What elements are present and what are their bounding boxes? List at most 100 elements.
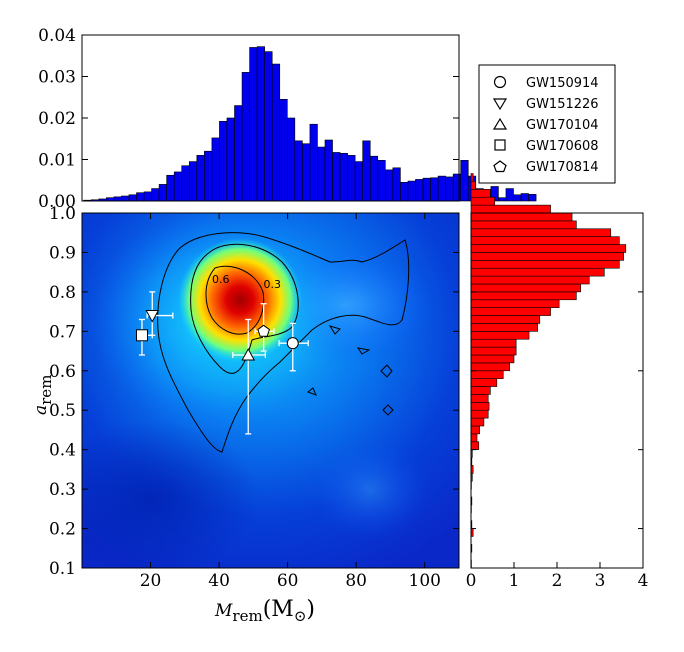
heatmap-x-tick-label: 20: [140, 571, 162, 591]
top-hist-bar: [408, 181, 416, 201]
heatmap-y-tick-label: 0.9: [49, 243, 76, 263]
top-hist-bar: [302, 144, 310, 201]
right-hist-bar: [471, 410, 488, 418]
right-hist-bar: [471, 387, 490, 395]
right-hist-bar: [471, 434, 477, 442]
legend-label: GW170814: [526, 160, 599, 175]
top-hist-bar: [378, 160, 386, 201]
right-hist-bar: [471, 418, 484, 426]
top-hist-bar: [521, 194, 529, 201]
right-hist-bar: [471, 355, 514, 363]
right-hist-bar: [471, 442, 479, 450]
right-hist-bar: [471, 426, 480, 434]
top-hist-bar: [159, 184, 167, 201]
right-hist-bar: [471, 229, 611, 237]
top-hist-bar: [446, 177, 454, 201]
top-hist-bar: [204, 151, 212, 201]
contour-label: 0.3: [263, 278, 281, 291]
right-hist-bar: [471, 213, 572, 221]
top-hist-bar: [317, 147, 325, 201]
top-hist-bar: [385, 170, 393, 201]
right-hist-bar: [471, 245, 626, 253]
x-label-main: M: [214, 601, 233, 621]
right-hist-bar: [471, 323, 538, 331]
x-label-unit-close: ): [306, 597, 315, 622]
top-hist-bar: [280, 99, 288, 201]
top-hist-bar: [242, 72, 250, 201]
top-hist-bar: [348, 155, 356, 201]
y-label-sub: rem: [37, 375, 55, 405]
top-hist-bar: [121, 196, 129, 201]
top-hist-bar: [461, 160, 469, 201]
top-hist-bar: [400, 182, 408, 201]
top-hist-bar: [257, 47, 265, 201]
heatmap-x-tick-label: 40: [208, 571, 230, 591]
top-hist-bar: [129, 195, 137, 201]
top-hist-bar: [219, 121, 227, 201]
right-hist-bar: [471, 379, 497, 387]
x-label-unit-open: (M: [263, 597, 294, 622]
top-hist-y-tick-label: 0.03: [38, 68, 76, 88]
top-hist-bar: [423, 178, 431, 201]
circle-marker-icon: [495, 77, 506, 88]
y-label-main: a: [31, 405, 51, 415]
right-hist-bar: [471, 402, 489, 410]
right-hist-bar: [471, 292, 576, 300]
top-hist-bar: [250, 47, 258, 201]
right-hist-bar: [471, 197, 495, 205]
legend-label: GW150914: [526, 76, 599, 91]
right-hist-bar: [471, 347, 516, 355]
right-hist-x-tick-label: 1: [509, 571, 520, 591]
top-hist-y-tick-label: 0.01: [38, 151, 76, 171]
top-hist-bar: [114, 197, 122, 201]
right-hist-bar: [471, 205, 551, 213]
heatmap-y-tick-label: 0.3: [49, 480, 76, 500]
heatmap-y-tick-label: 0.2: [49, 520, 76, 540]
top-hist-y-tick-label: 0.02: [38, 109, 76, 129]
GW170608-marker: [136, 330, 147, 341]
top-hist-bar: [431, 178, 439, 201]
top-hist-bar: [310, 124, 318, 201]
top-hist-bar: [438, 176, 446, 201]
top-hist-bar: [363, 141, 371, 201]
legend-label: GW170104: [526, 118, 599, 133]
right-hist-x-tick-label: 0: [466, 571, 477, 591]
square-marker-icon: [495, 140, 505, 150]
top-hist-bar: [506, 189, 514, 201]
top-hist-bar: [197, 155, 205, 201]
top-hist-bar: [333, 152, 341, 201]
GW150914-marker: [287, 338, 298, 349]
top-hist-bar: [529, 194, 537, 201]
heatmap-y-tick-label: 1.0: [49, 204, 76, 224]
contour-label: 0.6: [212, 273, 230, 286]
top-hist-bar: [453, 174, 461, 201]
top-hist-bar: [182, 166, 190, 201]
legend-label: GW170608: [526, 139, 599, 154]
top-hist-bar: [189, 162, 197, 201]
top-hist-bar: [174, 172, 182, 201]
right-hist-bar: [471, 221, 576, 229]
right-hist-bar: [471, 300, 559, 308]
legend-label: GW151226: [526, 97, 599, 112]
top-hist-bar: [498, 198, 506, 201]
top-hist-bar: [287, 118, 295, 201]
top-hist-y-tick-label: 0.04: [38, 26, 76, 46]
right-hist-bar: [471, 331, 529, 339]
heatmap-y-tick-label: 0.1: [49, 559, 76, 579]
top-hist-bar: [212, 138, 220, 201]
heatmap-x-tick-label: 60: [277, 571, 299, 591]
top-hist-bar: [144, 192, 152, 201]
right-hist-x-tick-label: 4: [638, 571, 649, 591]
density-faint-blob: [310, 440, 430, 540]
right-hist-x-tick-label: 3: [595, 571, 606, 591]
top-hist-bar: [370, 156, 378, 201]
right-hist-bar: [471, 174, 473, 182]
right-hist-bar: [471, 237, 619, 245]
right-hist-bar: [471, 260, 619, 268]
right-hist-bar: [471, 371, 503, 379]
top-hist-bar: [167, 175, 175, 201]
right-hist-bar: [471, 268, 604, 276]
right-hist-bar: [471, 284, 581, 292]
